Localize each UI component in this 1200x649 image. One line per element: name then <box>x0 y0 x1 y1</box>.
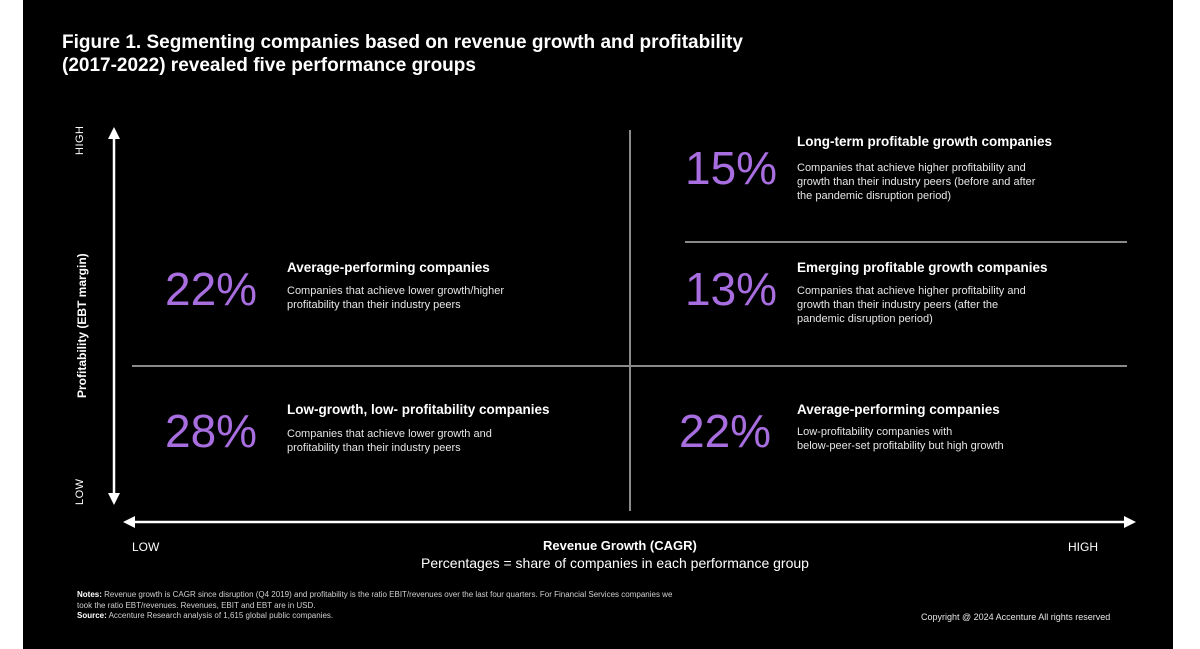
y-axis-high-label: HIGH <box>74 125 86 156</box>
upper-right-split-divider <box>685 241 1127 243</box>
copyright-text: Copyright @ 2024 Accenture All rights re… <box>921 612 1111 622</box>
quadrant-vertical-divider <box>629 130 631 511</box>
desc-line: below-peer-set profitability but high gr… <box>797 440 1004 452</box>
figure-title: Figure 1. Segmenting companies based on … <box>62 31 822 77</box>
desc-line: pandemic disruption period) <box>797 313 933 325</box>
figure-notes: Notes: Revenue growth is CAGR since disr… <box>77 590 837 622</box>
x-axis-high-label: HIGH <box>1068 540 1098 554</box>
segment-description: Low-profitability companies with below-p… <box>797 425 1127 453</box>
source-label: Source: <box>77 611 107 620</box>
segment-heading: Low-growth, low- profitability companies <box>287 402 550 417</box>
source-line: Source: Accenture Research analysis of 1… <box>77 611 837 622</box>
desc-line: Companies that achieve lower growth and <box>287 428 492 440</box>
notes-label: Notes: <box>77 590 102 599</box>
title-line-2: (2017-2022) revealed five performance gr… <box>62 55 476 76</box>
percentages-note: Percentages = share of companies in each… <box>421 555 809 571</box>
x-axis-title: Revenue Growth (CAGR) <box>543 538 697 553</box>
segment-heading: Emerging profitable growth companies <box>797 260 1048 275</box>
notes-line-2: took the ratio EBT/revenues. Revenues, E… <box>77 600 316 610</box>
segment-description: Companies that achieve higher profitabil… <box>797 284 1127 326</box>
x-axis-low-label: LOW <box>132 540 160 554</box>
desc-line: Companies that achieve higher profitabil… <box>797 285 1026 297</box>
segment-description: Companies that achieve lower growth and … <box>287 427 587 455</box>
x-axis-arrow <box>123 516 1136 528</box>
segment-percent: 13% <box>685 263 778 315</box>
segment-percent: 15% <box>685 142 778 194</box>
desc-line: Low-profitability companies with <box>797 426 953 438</box>
notes-line-1: Notes: Revenue growth is CAGR since disr… <box>77 590 837 601</box>
segment-percent: 28% <box>165 405 258 457</box>
title-line-1: Figure 1. Segmenting companies based on … <box>62 32 743 53</box>
figure-canvas: Figure 1. Segmenting companies based on … <box>23 0 1173 649</box>
desc-line: profitability than their industry peers <box>287 299 461 311</box>
y-axis-arrow <box>108 127 120 505</box>
quadrant-horizontal-divider <box>132 365 1127 367</box>
source-text: Accenture Research analysis of 1,615 glo… <box>108 611 334 620</box>
desc-line: profitability than their industry peers <box>287 442 461 454</box>
notes-text-1: Revenue growth is CAGR since disruption … <box>104 590 673 599</box>
desc-line: growth than their industry peers (after … <box>797 299 999 311</box>
y-axis-low-label: LOW <box>74 478 86 505</box>
segment-heading: Long-term profitable growth companies <box>797 134 1053 149</box>
desc-line: the pandemic disruption period) <box>797 190 952 202</box>
desc-line: Companies that achieve higher profitabil… <box>797 162 1026 174</box>
segment-percent: 22% <box>165 263 258 315</box>
y-axis-title: Profitability (EBT margin) <box>75 253 89 398</box>
desc-line: Companies that achieve lower growth/high… <box>287 285 505 297</box>
segment-description: Companies that achieve higher profitabil… <box>797 161 1127 203</box>
segment-heading: Average-performing companies <box>287 260 490 275</box>
desc-line: growth than their industry peers (before… <box>797 176 1036 188</box>
segment-heading: Average-performing companies <box>797 402 1000 417</box>
segment-percent: 22% <box>679 405 772 457</box>
segment-description: Companies that achieve lower growth/high… <box>287 284 587 312</box>
